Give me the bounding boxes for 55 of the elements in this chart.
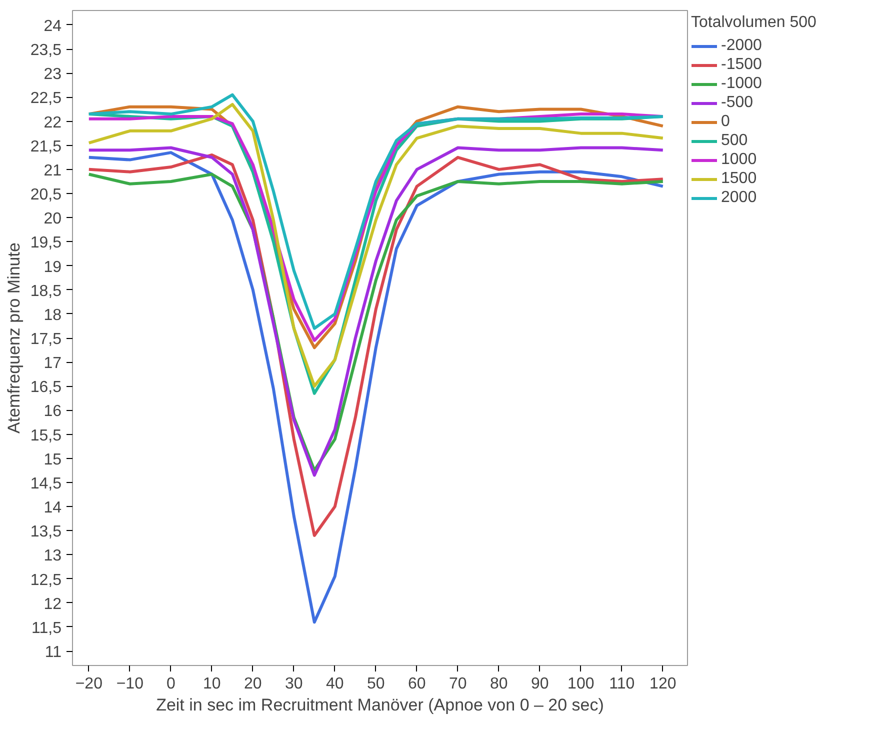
y-tick-label: 22,5 <box>30 90 62 108</box>
legend-label: 0 <box>721 113 731 131</box>
y-tick-label: 23,5 <box>30 42 62 60</box>
y-tick-label: 16,5 <box>30 379 62 396</box>
y-tick-label: 21,5 <box>30 138 62 156</box>
x-tick-label: −10 <box>116 676 144 692</box>
legend-label: 1000 <box>721 151 757 169</box>
y-tick-label: 17,5 <box>30 331 62 348</box>
x-tick-label: 120 <box>650 676 676 692</box>
x-tick-label: 100 <box>568 676 594 692</box>
y-tick-label: 18 <box>44 306 62 324</box>
y-tick-label: 23 <box>44 66 62 84</box>
y-tick-label: 16 <box>44 403 62 420</box>
legend-label: -1500 <box>721 56 762 74</box>
x-tick-label: 60 <box>408 676 426 692</box>
legend-label: 500 <box>721 132 748 150</box>
x-tick-label: 0 <box>166 676 176 692</box>
y-tick-label: 11 <box>44 644 62 662</box>
x-tick-label: 30 <box>285 676 303 692</box>
y-tick-label: 14,5 <box>30 475 62 492</box>
y-tick-label: 12 <box>44 596 62 613</box>
y-tick-label: 22 <box>44 114 62 132</box>
x-tick-label: 10 <box>203 676 221 692</box>
y-tick-label: 15 <box>44 451 62 468</box>
legend-label: -1000 <box>721 75 762 93</box>
x-tick-label: 20 <box>244 676 262 692</box>
y-tick-label: 12,5 <box>30 572 62 589</box>
y-tick-label: 24 <box>44 18 62 35</box>
legend-title: Totalvolumen 500 <box>691 14 816 32</box>
x-tick-label: 70 <box>449 676 467 692</box>
x-tick-label: −20 <box>75 676 103 692</box>
x-tick-label: 50 <box>367 676 385 692</box>
y-tick-label: 13 <box>44 548 62 565</box>
y-tick-label: 18,5 <box>30 282 62 300</box>
y-axis-title: Atemfrequenz pro Minute <box>4 242 24 434</box>
legend-label: 2000 <box>721 189 757 207</box>
y-tick-label: 14 <box>44 500 62 517</box>
x-tick-label: 40 <box>326 676 344 692</box>
legend-label: -2000 <box>721 37 762 55</box>
y-tick-label: 20,5 <box>30 186 62 204</box>
x-tick-label: 90 <box>531 676 549 692</box>
legend-label: -500 <box>721 94 754 112</box>
x-tick-label: 80 <box>490 676 508 692</box>
y-tick-label: 11,5 <box>32 620 62 637</box>
x-axis-title: Zeit in sec im Recruitment Manöver (Apnoe von 0 – 20 sec) <box>156 696 604 714</box>
y-tick-label: 15,5 <box>30 427 62 444</box>
line-series <box>87 151 664 624</box>
y-tick-label: 13,5 <box>30 524 62 541</box>
x-tick-label: 110 <box>609 676 635 692</box>
y-tick-label: 19,5 <box>30 234 62 252</box>
y-tick-label: 17 <box>44 355 62 372</box>
y-tick-label: 21 <box>44 162 62 180</box>
y-tick-label: 20 <box>44 210 62 228</box>
y-tick-label: 19 <box>44 258 62 276</box>
legend-label: 1500 <box>721 170 757 188</box>
